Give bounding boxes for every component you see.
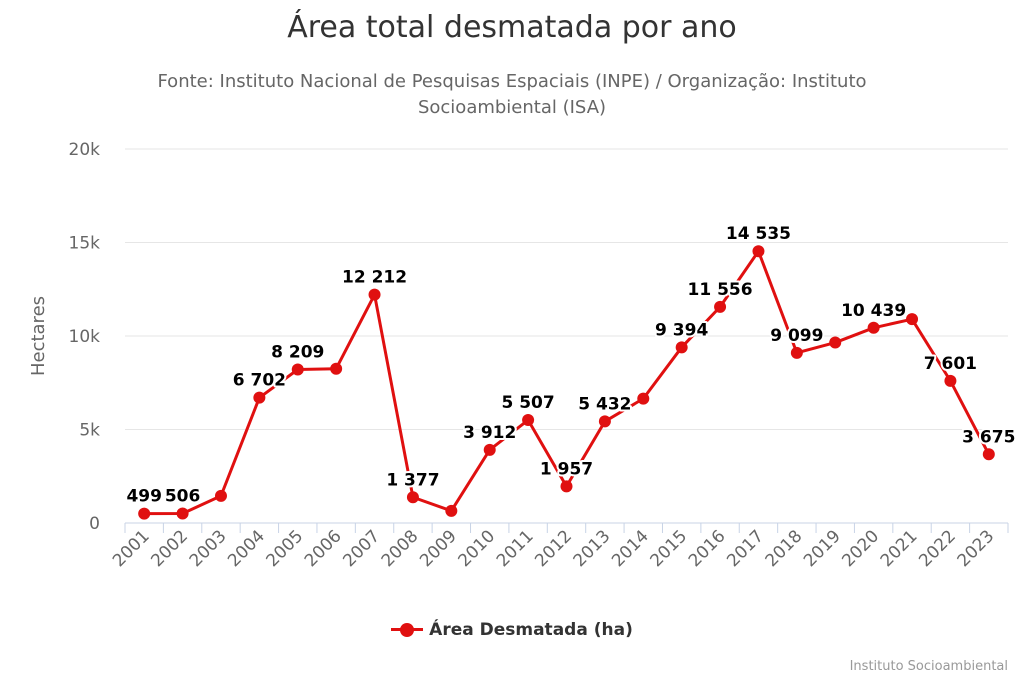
data-label: 3 912	[463, 423, 516, 443]
data-label: 5 507	[501, 393, 554, 413]
x-tick-label: 2013	[570, 526, 615, 571]
data-point[interactable]	[483, 443, 496, 456]
y-tick-label: 0	[89, 514, 100, 534]
x-tick-label: 2019	[800, 526, 845, 571]
data-point[interactable]	[790, 346, 803, 359]
legend-label: Área Desmatada (ha)	[429, 620, 633, 640]
x-tick-label: 2001	[109, 526, 154, 571]
data-label: 1 377	[386, 470, 439, 490]
data-point[interactable]	[253, 391, 266, 404]
x-tick-label: 2016	[685, 526, 730, 571]
x-tick-label: 2018	[762, 526, 807, 571]
data-point[interactable]	[214, 489, 227, 502]
legend-item-area-desmatada[interactable]: Área Desmatada (ha)	[391, 620, 633, 640]
x-tick-label: 2008	[378, 526, 423, 571]
data-point[interactable]	[598, 415, 611, 428]
data-point[interactable]	[906, 313, 919, 326]
data-point[interactable]	[522, 414, 535, 427]
data-point[interactable]	[675, 341, 688, 354]
data-label: 9 394	[655, 320, 708, 340]
data-point[interactable]	[944, 374, 957, 387]
data-point[interactable]	[714, 300, 727, 313]
data-label: 10 439	[841, 301, 906, 321]
data-point[interactable]	[406, 491, 419, 504]
x-tick-label: 2006	[301, 526, 346, 571]
legend-series-marker-icon	[391, 622, 424, 638]
data-label: 8 209	[271, 342, 324, 362]
chart-subtitle: Fonte: Instituto Nacional de Pesquisas E…	[157, 71, 867, 118]
x-tick-label: 2007	[339, 526, 384, 571]
data-point[interactable]	[752, 245, 765, 258]
data-point[interactable]	[982, 448, 995, 461]
data-point[interactable]	[445, 504, 458, 517]
x-tick-label: 2005	[263, 526, 308, 571]
chart-legend: Área Desmatada (ha)	[0, 620, 1024, 643]
data-label: 499	[126, 487, 162, 507]
data-point[interactable]	[637, 392, 650, 405]
data-label: 14 535	[726, 224, 791, 244]
x-tick-label: 2010	[455, 526, 500, 571]
x-tick-label: 2020	[838, 526, 883, 571]
data-label: 7 601	[924, 354, 977, 374]
data-label: 3 675	[962, 427, 1015, 447]
x-tick-label: 2022	[915, 526, 960, 571]
x-tick-label: 2014	[608, 526, 653, 571]
x-tick-label: 2011	[493, 526, 538, 571]
y-tick-label: 5k	[79, 421, 100, 441]
y-tick-label: 15k	[69, 234, 101, 254]
data-point[interactable]	[138, 507, 151, 520]
data-label: 5 432	[578, 394, 631, 414]
x-tick-label: 2023	[954, 526, 999, 571]
chart-title: Área total desmatada por ano	[287, 10, 737, 45]
data-label: 12 212	[342, 268, 407, 288]
x-tick-label: 2009	[416, 526, 461, 571]
y-tick-label: 20k	[69, 140, 101, 160]
credits-link[interactable]: Instituto Socioambiental	[849, 659, 1008, 674]
data-label: 11 556	[688, 280, 753, 300]
x-tick-label: 2012	[531, 526, 576, 571]
x-tick-label: 2002	[147, 526, 192, 571]
x-tick-label: 2017	[723, 526, 768, 571]
x-tick-label: 2004	[224, 526, 269, 571]
data-point[interactable]	[330, 362, 343, 375]
x-tick-label: 2015	[646, 526, 691, 571]
data-point[interactable]	[829, 336, 842, 349]
x-tick-label: 2003	[186, 526, 231, 571]
data-label: 6 702	[233, 371, 286, 391]
data-point[interactable]	[291, 363, 304, 376]
y-tick-label: 10k	[69, 327, 101, 347]
x-tick-label: 2021	[877, 526, 922, 571]
data-point[interactable]	[176, 507, 189, 520]
data-point[interactable]	[560, 480, 573, 493]
data-label: 1 957	[540, 459, 593, 479]
data-label: 9 099	[770, 326, 823, 346]
y-axis-title: Hectares	[28, 296, 49, 376]
data-point[interactable]	[867, 321, 880, 334]
data-point[interactable]	[368, 288, 381, 301]
data-label: 506	[165, 487, 201, 507]
